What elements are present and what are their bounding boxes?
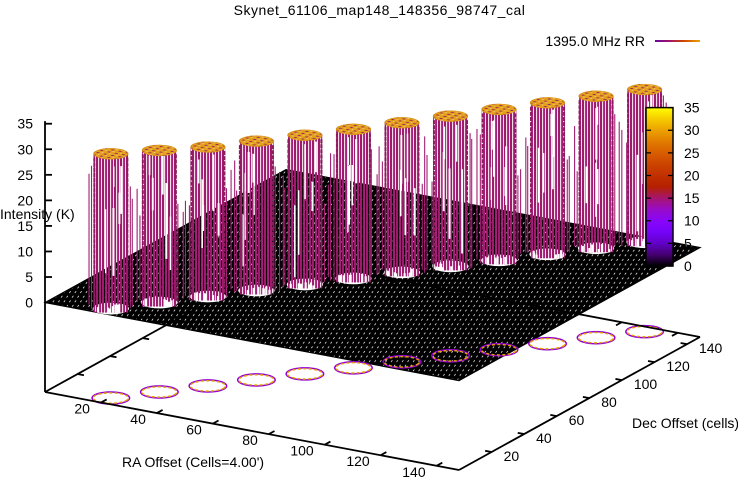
svg-text:60: 60 <box>186 422 202 438</box>
svg-text:1395.0 MHz RR: 1395.0 MHz RR <box>545 33 645 49</box>
svg-text:20: 20 <box>17 192 33 208</box>
svg-text:35: 35 <box>684 100 700 116</box>
svg-text:35: 35 <box>17 116 33 132</box>
svg-text:100: 100 <box>634 376 658 392</box>
svg-text:Skynet_61106_map148_148356_987: Skynet_61106_map148_148356_98747_cal <box>234 2 526 18</box>
svg-text:20: 20 <box>684 167 700 183</box>
svg-text:60: 60 <box>569 412 585 428</box>
svg-text:10: 10 <box>684 213 700 229</box>
svg-text:25: 25 <box>684 145 700 161</box>
svg-text:100: 100 <box>290 443 314 459</box>
svg-text:Dec Offset (cells): Dec Offset (cells) <box>632 415 738 431</box>
svg-text:RA Offset (Cells=4.00'): RA Offset (Cells=4.00') <box>122 454 264 470</box>
svg-text:30: 30 <box>17 141 33 157</box>
svg-text:30: 30 <box>684 122 700 138</box>
svg-text:120: 120 <box>346 453 370 469</box>
svg-text:20: 20 <box>74 401 90 417</box>
svg-text:Intensity (K): Intensity (K) <box>0 206 75 222</box>
svg-text:25: 25 <box>17 167 33 183</box>
svg-text:0: 0 <box>684 258 692 274</box>
svg-text:20: 20 <box>504 448 520 464</box>
svg-text:40: 40 <box>130 411 146 427</box>
svg-text:80: 80 <box>242 432 258 448</box>
svg-text:15: 15 <box>17 218 33 234</box>
svg-text:40: 40 <box>536 430 552 446</box>
svg-text:80: 80 <box>601 394 617 410</box>
svg-text:0: 0 <box>25 295 33 311</box>
svg-text:140: 140 <box>402 464 426 478</box>
svg-text:5: 5 <box>25 269 33 285</box>
svg-text:120: 120 <box>666 358 690 374</box>
svg-text:140: 140 <box>699 340 723 356</box>
svg-text:15: 15 <box>684 190 700 206</box>
svg-text:10: 10 <box>17 243 33 259</box>
svg-text:5: 5 <box>684 235 692 251</box>
